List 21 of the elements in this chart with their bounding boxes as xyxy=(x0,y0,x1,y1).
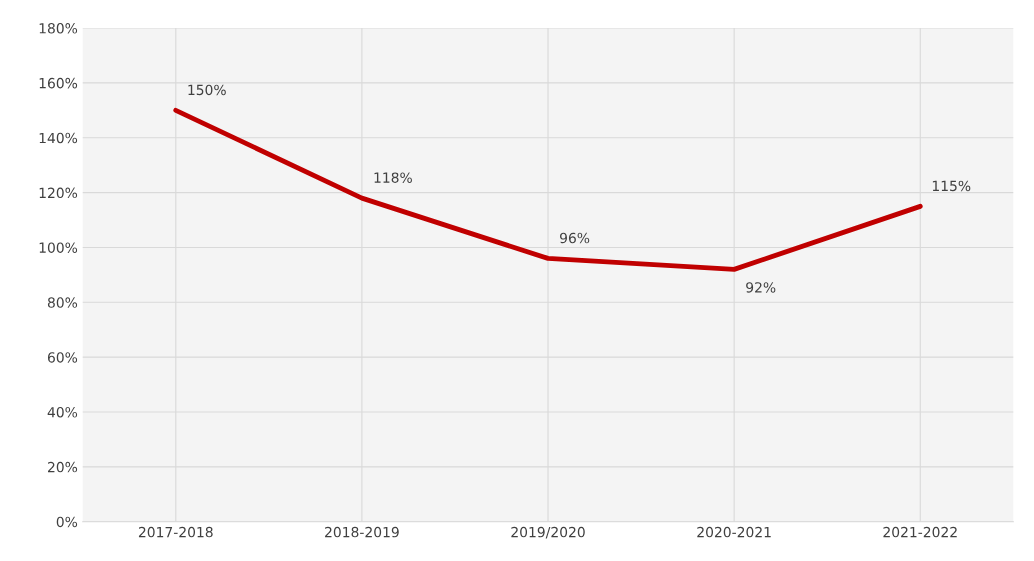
data-label: 118% xyxy=(374,172,412,183)
data-label: 150% xyxy=(188,84,226,96)
data-label: 92% xyxy=(746,282,776,293)
y-tick-label: 140% xyxy=(39,132,78,144)
x-tick-label: 2021-2022 xyxy=(883,526,957,538)
y-tick-label: 120% xyxy=(39,187,78,199)
y-tick-label: 40% xyxy=(47,406,78,418)
data-label: 96% xyxy=(560,232,590,244)
line-series xyxy=(173,107,923,272)
x-tick-label: 2017-2018 xyxy=(138,526,213,538)
x-tick-label: 2018-2019 xyxy=(325,526,399,538)
y-tick-label: 80% xyxy=(47,297,78,308)
y-tick-label: 60% xyxy=(47,352,78,363)
y-tick-label: 160% xyxy=(39,77,78,89)
x-tick-label: 2019/2020 xyxy=(511,526,585,539)
x-tick-label: 2020-2021 xyxy=(697,526,771,538)
y-tick-label: 20% xyxy=(48,461,78,473)
y-tick-label: 0% xyxy=(56,516,78,528)
y-tick-label: 180% xyxy=(39,23,78,34)
data-label: 115% xyxy=(932,180,971,192)
y-tick-label: 100% xyxy=(39,242,78,253)
